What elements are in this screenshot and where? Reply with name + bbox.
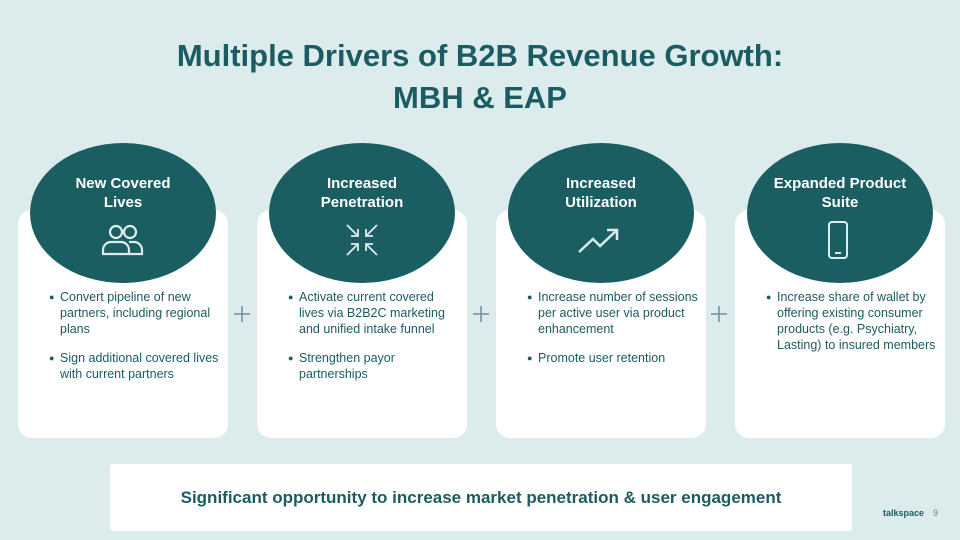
phone-icon (828, 221, 848, 259)
heading-line: New Covered (75, 175, 171, 192)
heading-line: Increased (326, 175, 398, 192)
people-icon (101, 224, 144, 256)
bullet-list: Convert pipeline of new partners, includ… (49, 289, 221, 395)
heading-line: Lives (103, 194, 143, 211)
bullet-list: Increase number of sessions per active u… (527, 289, 699, 379)
card-heading: New Covered Lives (30, 174, 216, 212)
card-circle (30, 143, 216, 283)
title-line: Multiple Drivers of B2B Revenue Growth: (176, 38, 784, 73)
heading-line: Increased (565, 175, 637, 192)
logo: talkspace (883, 508, 925, 518)
bullet-list: Activate current covered lives via B2B2C… (288, 289, 460, 395)
page-number: 9 (933, 508, 939, 518)
heading-line: Expanded Product (773, 175, 907, 192)
heading-line: Penetration (320, 194, 404, 211)
bullet: Promote user retention (527, 350, 699, 366)
heading-line: Suite (821, 194, 859, 211)
bullet: Increase number of sessions per active u… (527, 289, 699, 337)
plus (473, 306, 489, 322)
card-heading: Expanded Product Suite (747, 174, 933, 212)
card-circle (508, 143, 694, 283)
bullet-list: Increase share of wallet by offering exi… (766, 289, 938, 366)
plus (711, 306, 727, 322)
plus (234, 306, 250, 322)
card-heading: Increased Utilization (508, 174, 694, 212)
bullet: Sign additional covered lives with curre… (49, 350, 221, 382)
trend-icon (578, 228, 619, 253)
compress-icon (346, 224, 378, 256)
title-line: MBH & EAP (393, 80, 567, 115)
bullet: Strengthen payor partnerships (288, 350, 460, 382)
bullet: Increase share of wallet by offering exi… (766, 289, 938, 353)
card-circle (747, 143, 933, 283)
bullet: Activate current covered lives via B2B2C… (288, 289, 460, 337)
bullet: Convert pipeline of new partners, includ… (49, 289, 221, 337)
heading-line: Utilization (565, 194, 637, 211)
card-circle (269, 143, 455, 283)
footer-box: Significant opportunity to increase mark… (110, 464, 852, 531)
footer-text: Significant opportunity to increase mark… (180, 487, 782, 507)
card-heading: Increased Penetration (269, 174, 455, 212)
